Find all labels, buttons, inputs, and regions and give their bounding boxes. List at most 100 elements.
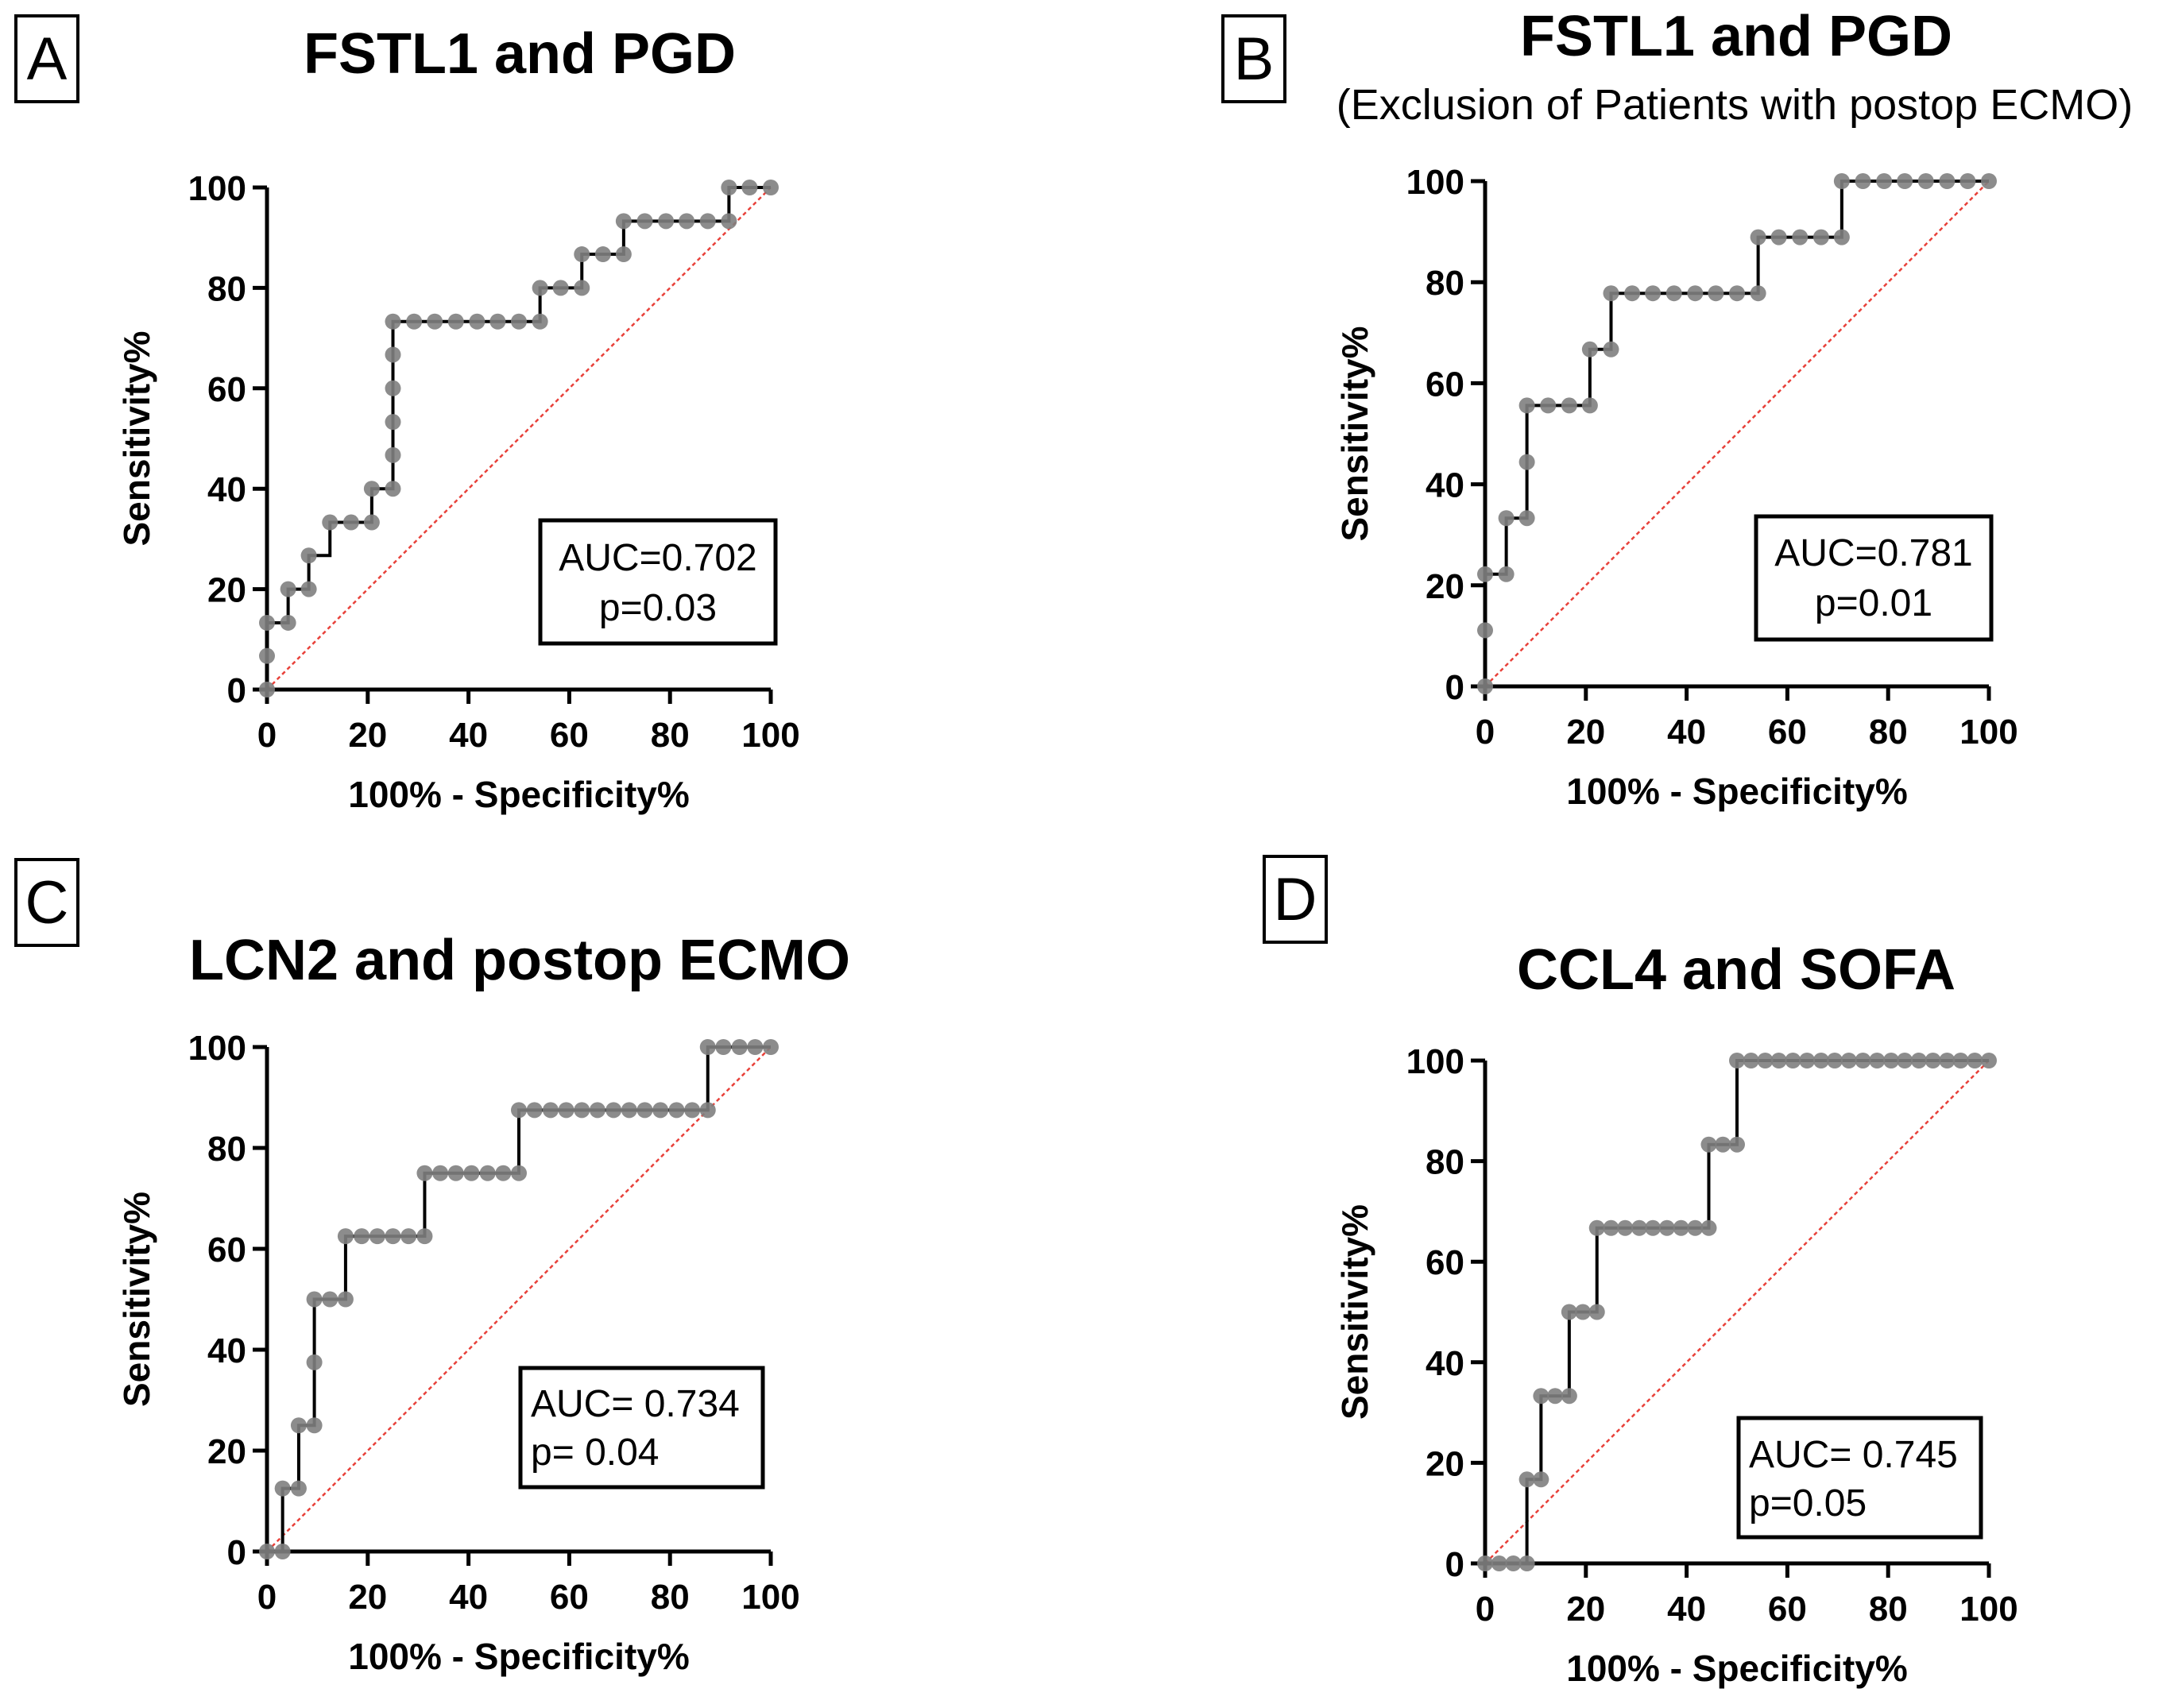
roc-point — [558, 1102, 574, 1119]
roc-point — [280, 581, 296, 597]
roc-point — [1624, 285, 1641, 302]
roc-point — [658, 213, 675, 230]
roc-point — [1603, 1219, 1619, 1236]
roc-point — [369, 1228, 385, 1245]
panel-letter: B — [1234, 25, 1275, 93]
roc-point — [1518, 397, 1535, 414]
roc-point — [274, 1480, 291, 1497]
panel-b: B FSTL1 and PGD (Exclusion of Patients wit… — [1221, 5, 2133, 812]
x-axis-title: 100% - Specificity% — [348, 1636, 690, 1677]
roc-point — [1498, 510, 1515, 527]
roc-point — [1833, 229, 1850, 245]
roc-point — [259, 614, 275, 631]
roc-point — [621, 1102, 637, 1119]
roc-point — [1533, 1388, 1549, 1405]
roc-point — [337, 1291, 354, 1308]
roc-point — [589, 1102, 605, 1119]
roc-point — [721, 180, 737, 195]
roc-point — [721, 213, 737, 230]
roc-point — [1687, 285, 1704, 302]
panels: A FSTL1 and PGD00202040406060808010010010… — [14, 5, 2133, 1689]
roc-point — [1715, 1136, 1731, 1153]
auc-value-label: AUC= 0.734 — [531, 1383, 740, 1425]
roc-point — [385, 414, 401, 431]
roc-point — [280, 614, 296, 631]
y-axis-title: Sensitivity% — [1334, 1204, 1375, 1420]
roc-point — [1876, 173, 1893, 189]
x-tick-label: 40 — [449, 1578, 488, 1617]
roc-point — [1574, 1304, 1591, 1320]
roc-point — [1631, 1219, 1648, 1236]
roc-point — [1477, 1555, 1493, 1571]
roc-point — [447, 1165, 464, 1181]
roc-point — [715, 1039, 732, 1055]
y-tick-label: 0 — [227, 671, 246, 710]
roc-point — [495, 1165, 512, 1181]
roc-point — [1750, 285, 1766, 302]
panel-d: D CCL4 and SOFA 00 20 20 40 40 60 60 80 80 100 100 10… — [1263, 855, 2018, 1689]
roc-point — [1729, 1053, 1745, 1068]
roc-point — [416, 1228, 433, 1245]
x-tick-label: 100 — [1959, 713, 2017, 752]
roc-curve-line — [265, 186, 771, 690]
x-tick-label: 0 — [257, 1578, 277, 1617]
roc-point — [615, 246, 632, 263]
roc-point — [322, 514, 338, 531]
roc-point — [1770, 1053, 1787, 1068]
x-tick-label: 0 — [257, 716, 277, 755]
auc-value-label: AUC=0.781 — [1774, 532, 1973, 574]
roc-point — [552, 280, 569, 296]
roc-point — [385, 313, 401, 330]
roc-point — [1785, 1053, 1801, 1068]
roc-point — [636, 1102, 653, 1119]
roc-point — [479, 1165, 496, 1181]
roc-point — [385, 446, 401, 463]
roc-point — [306, 1417, 323, 1434]
roc-point — [741, 180, 758, 195]
roc-point — [605, 1102, 622, 1119]
roc-point — [1603, 285, 1619, 302]
roc-point — [699, 1102, 716, 1119]
roc-point — [1477, 622, 1493, 639]
roc-point — [1645, 285, 1662, 302]
panel-a: A FSTL1 and PGD 00 20 20 40 40 60 60 80 80 100 100 10… — [14, 14, 800, 815]
x-tick-label: 20 — [1566, 1590, 1605, 1629]
roc-point — [400, 1228, 417, 1245]
roc-point — [489, 313, 506, 330]
y-tick-label: 20 — [1426, 567, 1464, 606]
panel-letter: A — [27, 25, 68, 93]
roc-point — [1518, 1555, 1535, 1571]
chart-title: FSTL1 and PGD — [1520, 5, 1952, 68]
roc-point — [1518, 1471, 1535, 1488]
roc-point — [532, 313, 548, 330]
roc-point — [259, 647, 275, 664]
roc-point — [290, 1417, 307, 1434]
roc-point — [1673, 1219, 1689, 1236]
roc-point — [363, 481, 380, 497]
roc-point — [1498, 566, 1515, 582]
panel-letter-box — [14, 14, 79, 103]
roc-point — [1518, 510, 1535, 527]
roc-point — [337, 1228, 354, 1245]
roc-point — [1959, 173, 1976, 189]
roc-point — [342, 514, 359, 531]
roc-point — [1581, 341, 1598, 357]
y-tick-label: 100 — [1406, 1042, 1464, 1081]
roc-point — [1729, 285, 1745, 302]
roc-point — [1561, 397, 1577, 414]
y-axis-title: Sensitivity% — [116, 1192, 157, 1407]
panel-letter: D — [1274, 866, 1317, 933]
roc-point — [259, 1544, 275, 1559]
roc-point — [1840, 1053, 1857, 1068]
y-tick-label: 20 — [207, 1432, 246, 1471]
x-tick-label: 80 — [651, 1578, 690, 1617]
roc-point — [469, 313, 486, 330]
roc-point — [385, 346, 401, 363]
roc-point — [1812, 229, 1829, 245]
auc-annotation-box — [538, 518, 778, 646]
roc-point — [385, 1228, 401, 1245]
roc-point — [1581, 397, 1598, 414]
panel-letter-box — [14, 858, 79, 947]
roc-point — [574, 246, 590, 263]
roc-point — [652, 1102, 669, 1119]
